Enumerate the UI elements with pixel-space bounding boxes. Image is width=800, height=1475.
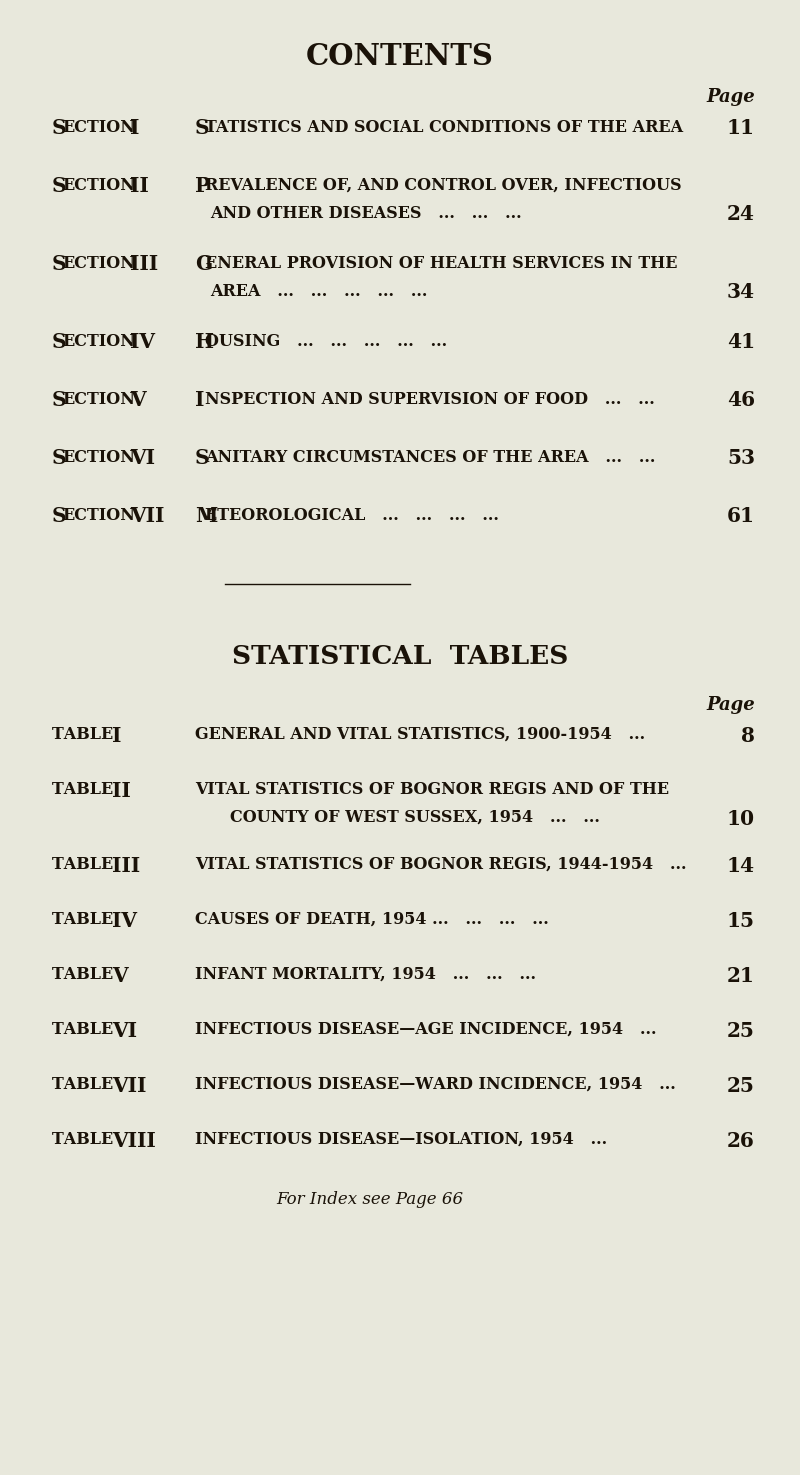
Text: T​ABLE: T​ABLE: [52, 912, 114, 928]
Text: VI: VI: [112, 1021, 137, 1041]
Text: V: V: [130, 389, 146, 410]
Text: 26: 26: [727, 1131, 755, 1150]
Text: I​NFECTIOUS D​ISEASE—W​ARD I​NCIDENCE, 1954   ...: I​NFECTIOUS D​ISEASE—W​ARD I​NCIDENCE, 1…: [195, 1075, 676, 1093]
Text: II: II: [112, 780, 130, 801]
Text: STATISTICAL  TABLES: STATISTICAL TABLES: [232, 645, 568, 670]
Text: III: III: [130, 254, 158, 274]
Text: T​ABLE: T​ABLE: [52, 1075, 114, 1093]
Text: S: S: [52, 118, 66, 139]
Text: S: S: [52, 254, 66, 274]
Text: M: M: [195, 506, 218, 527]
Text: I: I: [112, 726, 122, 746]
Text: 61: 61: [727, 506, 755, 527]
Text: ETEOROLOGICAL   ...   ...   ...   ...: ETEOROLOGICAL ... ... ... ...: [205, 507, 499, 524]
Text: G​ENERAL AND V​ITAL S​TATISTICS, 1900-1954   ...: G​ENERAL AND V​ITAL S​TATISTICS, 1900-19…: [195, 726, 645, 743]
Text: 25: 25: [727, 1021, 755, 1041]
Text: NSPECTION AND ​S​UPERVISION OF ​F​OOD   ...   ...: NSPECTION AND ​S​UPERVISION OF ​F​OOD ..…: [205, 391, 654, 409]
Text: C​OUNTY OF W​EST S​USSEX, 1954   ...   ...: C​OUNTY OF W​EST S​USSEX, 1954 ... ...: [230, 808, 600, 826]
Text: S: S: [52, 506, 66, 527]
Text: H: H: [195, 332, 214, 353]
Text: T​ABLE: T​ABLE: [52, 966, 114, 982]
Text: 53: 53: [727, 448, 755, 468]
Text: 34: 34: [727, 282, 755, 302]
Text: IV: IV: [130, 332, 155, 353]
Text: 24: 24: [727, 204, 755, 224]
Text: ​A​REA   ...   ...   ...   ...   ...: ​A​REA ... ... ... ... ...: [210, 283, 427, 299]
Text: TATISTICS AND ​S​OCIAL ​C​ONDITIONS OF THE ​A​REA: TATISTICS AND ​S​OCIAL ​C​ONDITIONS OF T…: [205, 119, 683, 136]
Text: P: P: [195, 176, 210, 196]
Text: V​ITAL S​TATISTICS OF B​OGNOR R​EGIS AND OF THE: V​ITAL S​TATISTICS OF B​OGNOR R​EGIS AND…: [195, 780, 669, 798]
Text: V: V: [112, 966, 128, 985]
Text: OUSING   ...   ...   ...   ...   ...: OUSING ... ... ... ... ...: [205, 333, 447, 350]
Text: I: I: [195, 389, 204, 410]
Text: 15: 15: [727, 912, 755, 931]
Text: S: S: [52, 448, 66, 468]
Text: IV: IV: [112, 912, 137, 931]
Text: VI: VI: [130, 448, 155, 468]
Text: REVALENCE OF, AND ​C​ONTROL OVER, ​I​NFECTIOUS: REVALENCE OF, AND ​C​ONTROL OVER, ​I​NFE…: [205, 177, 682, 195]
Text: III: III: [112, 855, 140, 876]
Text: T​ABLE: T​ABLE: [52, 855, 114, 873]
Text: V​ITAL S​TATISTICS OF B​OGNOR R​EGIS, 1944-1954   ...: V​ITAL S​TATISTICS OF B​OGNOR R​EGIS, 19…: [195, 855, 686, 873]
Text: T​ABLE: T​ABLE: [52, 726, 114, 743]
Text: ECTION: ECTION: [62, 448, 135, 466]
Text: 41: 41: [727, 332, 755, 353]
Text: ECTION: ECTION: [62, 507, 135, 524]
Text: ECTION: ECTION: [62, 391, 135, 409]
Text: S: S: [52, 389, 66, 410]
Text: ECTION: ECTION: [62, 177, 135, 195]
Text: I​NFECTIOUS D​ISEASE—I​SOLATION, 1954   ...: I​NFECTIOUS D​ISEASE—I​SOLATION, 1954 ..…: [195, 1131, 607, 1148]
Text: ECTION: ECTION: [62, 119, 135, 136]
Text: S: S: [52, 176, 66, 196]
Text: 21: 21: [727, 966, 755, 985]
Text: G: G: [195, 254, 212, 274]
Text: I: I: [130, 118, 139, 139]
Text: C​AUSES OF D​EATH, 1954 ...   ...   ...   ...: C​AUSES OF D​EATH, 1954 ... ... ... ...: [195, 912, 549, 928]
Text: I​NFANT M​ORTALITY, 1954   ...   ...   ...: I​NFANT M​ORTALITY, 1954 ... ... ...: [195, 966, 536, 982]
Text: II: II: [130, 176, 149, 196]
Text: T​ABLE: T​ABLE: [52, 1131, 114, 1148]
Text: VII: VII: [112, 1075, 146, 1096]
Text: T​ABLE: T​ABLE: [52, 1021, 114, 1038]
Text: VII: VII: [130, 506, 164, 527]
Text: ECTION: ECTION: [62, 333, 135, 350]
Text: 11: 11: [727, 118, 755, 139]
Text: AND ​O​THER ​D​ISEASES   ...   ...   ...: AND ​O​THER ​D​ISEASES ... ... ...: [210, 205, 522, 223]
Text: T​ABLE: T​ABLE: [52, 780, 114, 798]
Text: Page: Page: [706, 88, 755, 106]
Text: S: S: [195, 118, 210, 139]
Text: ECTION: ECTION: [62, 255, 135, 271]
Text: 25: 25: [727, 1075, 755, 1096]
Text: CONTENTS: CONTENTS: [306, 41, 494, 71]
Text: VIII: VIII: [112, 1131, 156, 1150]
Text: Page: Page: [706, 696, 755, 714]
Text: 14: 14: [727, 855, 755, 876]
Text: I​NFECTIOUS D​ISEASE—A​GE I​NCIDENCE, 1954   ...: I​NFECTIOUS D​ISEASE—A​GE I​NCIDENCE, 19…: [195, 1021, 657, 1038]
Text: S: S: [195, 448, 210, 468]
Text: 46: 46: [727, 389, 755, 410]
Text: S: S: [52, 332, 66, 353]
Text: 10: 10: [727, 808, 755, 829]
Text: For Index see Page 66: For Index see Page 66: [277, 1190, 463, 1208]
Text: ANITARY ​C​IRCUMSTANCES OF THE ​A​REA   ...   ...: ANITARY ​C​IRCUMSTANCES OF THE ​A​REA ..…: [205, 448, 655, 466]
Text: ENERAL ​P​ROVISION OF ​H​EALTH ​S​ERVICES IN THE: ENERAL ​P​ROVISION OF ​H​EALTH ​S​ERVICE…: [205, 255, 678, 271]
Text: 8: 8: [741, 726, 755, 746]
